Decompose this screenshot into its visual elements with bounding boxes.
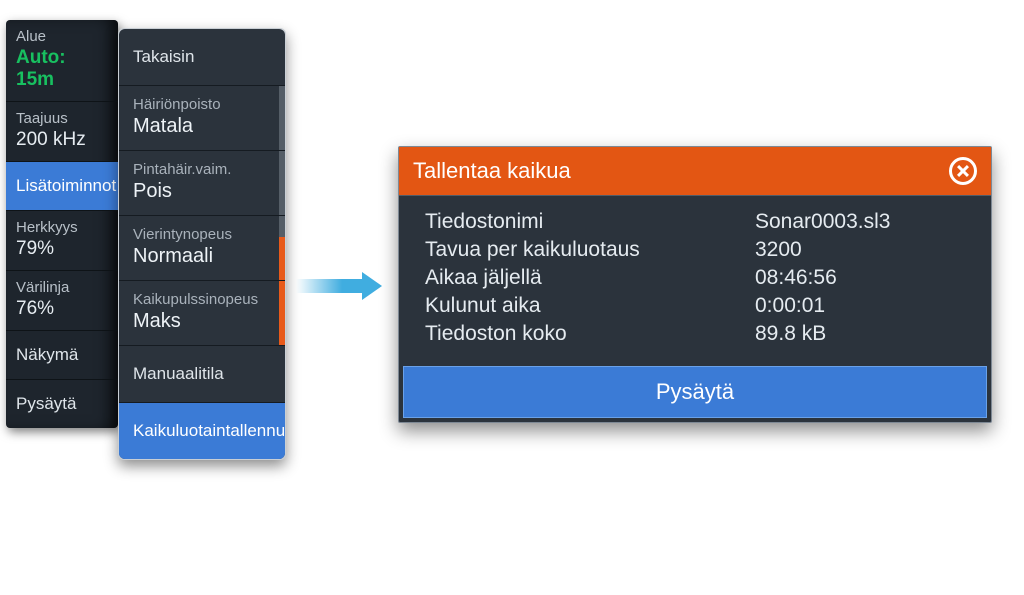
dialog-key: Aikaa jäljellä xyxy=(425,266,755,290)
menu2-item-takaisin[interactable]: Takaisin xyxy=(119,29,285,86)
menu1-label: Näkymä xyxy=(16,345,78,364)
dialog-row: Aikaa jäljellä 08:46:56 xyxy=(425,264,965,292)
menu1-value: 76% xyxy=(16,298,108,320)
menu2-item-hairionpoisto[interactable]: Häiriönpoisto Matala xyxy=(119,86,285,151)
dialog-value: 89.8 kB xyxy=(755,322,965,346)
menu1-label: Herkkyys xyxy=(16,219,108,236)
dialog-key: Tavua per kaikuluotaus xyxy=(425,238,755,262)
menu1-item-lisatoiminnot[interactable]: Lisätoiminnot xyxy=(6,162,118,211)
menu2-item-pintahair[interactable]: Pintahäir.vaim. Pois xyxy=(119,151,285,216)
submenu-panel: Takaisin Häiriönpoisto Matala Pintahäir.… xyxy=(118,28,286,460)
level-indicator xyxy=(279,216,285,280)
menu2-label: Vierintynopeus xyxy=(133,226,271,243)
menu1-label: Taajuus xyxy=(16,110,108,127)
menu2-value: Pois xyxy=(133,180,271,203)
menu1-value: Auto: 15m xyxy=(16,47,108,91)
menu2-label: Kaikupulssinopeus xyxy=(133,291,271,308)
menu2-item-kaikupulssinopeus[interactable]: Kaikupulssinopeus Maks xyxy=(119,281,285,346)
dialog-row: Kulunut aika 0:00:01 xyxy=(425,292,965,320)
dialog-key: Kulunut aika xyxy=(425,294,755,318)
dialog-titlebar: Tallentaa kaikua xyxy=(399,147,991,196)
menu1-item-taajuus[interactable]: Taajuus 200 kHz xyxy=(6,102,118,162)
menu2-label: Takaisin xyxy=(133,47,194,66)
dialog-body: Tiedostonimi Sonar0003.sl3 Tavua per kai… xyxy=(399,196,991,362)
stop-button[interactable]: Pysäytä xyxy=(403,366,987,418)
primary-menu: Alue Auto: 15m Taajuus 200 kHz Lisätoimi… xyxy=(6,20,118,428)
menu1-label: Pysäytä xyxy=(16,394,76,413)
dialog-value: 0:00:01 xyxy=(755,294,965,318)
menu1-item-nakyma[interactable]: Näkymä xyxy=(6,331,118,380)
dialog-row: Tiedostonimi Sonar0003.sl3 xyxy=(425,208,965,236)
close-icon[interactable] xyxy=(949,157,977,185)
dialog-key: Tiedostonimi xyxy=(425,210,755,234)
level-indicator xyxy=(279,151,285,215)
menu2-value: Matala xyxy=(133,115,271,138)
recording-dialog: Tallentaa kaikua Tiedostonimi Sonar0003.… xyxy=(398,146,992,423)
menu1-label: Värilinja xyxy=(16,279,108,296)
menu1-item-alue[interactable]: Alue Auto: 15m xyxy=(6,20,118,102)
menu1-value: 200 kHz xyxy=(16,129,108,151)
menu2-label: Manuaalitila xyxy=(133,364,224,383)
menu2-item-manuaalitila[interactable]: Manuaalitila xyxy=(119,346,285,403)
dialog-row: Tavua per kaikuluotaus 3200 xyxy=(425,236,965,264)
menu1-item-varilinja[interactable]: Värilinja 76% xyxy=(6,271,118,331)
menu1-item-pysayta[interactable]: Pysäytä xyxy=(6,380,118,428)
dialog-row: Tiedoston koko 89.8 kB xyxy=(425,320,965,348)
menu2-label: Pintahäir.vaim. xyxy=(133,161,271,178)
level-indicator xyxy=(279,281,285,345)
menu1-item-herkkyys[interactable]: Herkkyys 79% xyxy=(6,211,118,271)
menu2-value: Normaali xyxy=(133,245,271,268)
arrow-icon xyxy=(296,272,382,300)
menu2-label: Häiriönpoisto xyxy=(133,96,271,113)
dialog-key: Tiedoston koko xyxy=(425,322,755,346)
menu2-label: Kaikuluotaintallennus xyxy=(133,421,285,440)
menu2-item-kaikuluotaintallennus[interactable]: Kaikuluotaintallennus xyxy=(119,403,285,459)
level-indicator xyxy=(279,86,285,150)
dialog-value: 08:46:56 xyxy=(755,266,965,290)
menu2-value: Maks xyxy=(133,310,271,333)
dialog-value: Sonar0003.sl3 xyxy=(755,210,965,234)
dialog-value: 3200 xyxy=(755,238,965,262)
dialog-title: Tallentaa kaikua xyxy=(413,158,571,184)
stop-button-label: Pysäytä xyxy=(656,379,734,404)
menu1-value: 79% xyxy=(16,238,108,260)
menu1-label: Lisätoiminnot xyxy=(16,176,116,195)
menu2-item-vierintynopeus[interactable]: Vierintynopeus Normaali xyxy=(119,216,285,281)
menu1-label: Alue xyxy=(16,28,108,45)
